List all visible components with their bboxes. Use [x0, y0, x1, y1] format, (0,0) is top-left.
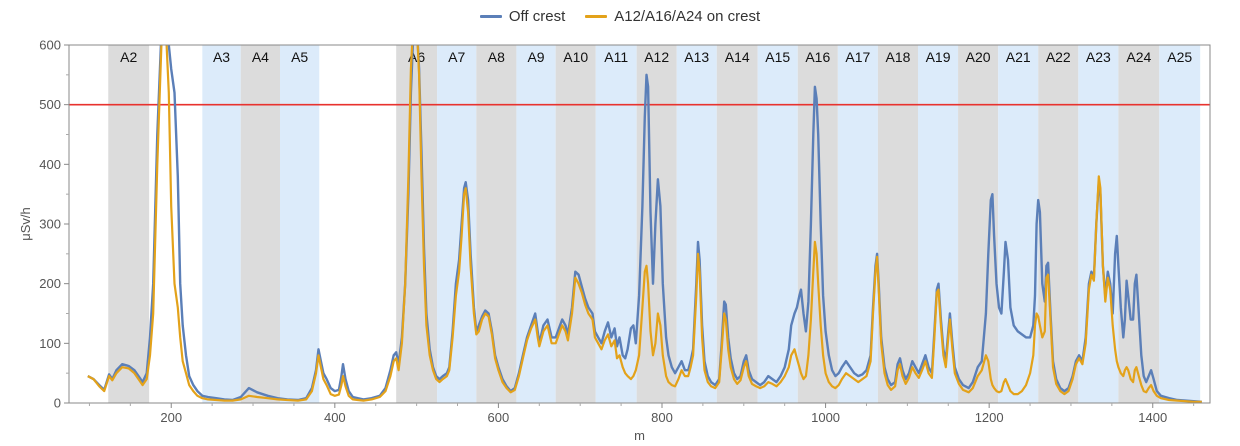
region-labels: A2 A3 A4 A5 A6 A7 A8 A9 A10 A11 A12 A13 A14 A15 A16 A17…	[120, 49, 1192, 65]
y-tick-label: 100	[39, 336, 61, 351]
region-label-a23: A23	[1086, 49, 1111, 65]
region-label-a3: A3	[213, 49, 230, 65]
region-label-a17: A17	[845, 49, 870, 65]
legend-item-on-crest[interactable]: A12/A16/A24 on crest	[585, 8, 760, 25]
region-label-a19: A19	[926, 49, 951, 65]
region-label-a2: A2	[120, 49, 137, 65]
series-lines	[87, 45, 1202, 403]
region-band-a2	[108, 45, 150, 403]
legend: Off crest A12/A16/A24 on crest	[0, 5, 1240, 27]
region-band-a22	[1038, 45, 1079, 403]
x-tick-label: 200	[160, 410, 182, 425]
y-tick-label: 400	[39, 157, 61, 172]
y-axis-title: μSv/h	[18, 207, 33, 241]
region-band-a3	[202, 45, 241, 403]
region-band-a10	[555, 45, 596, 403]
region-label-a15: A15	[765, 49, 790, 65]
region-label-a18: A18	[886, 49, 911, 65]
legend-swatch-off-crest	[479, 14, 502, 18]
x-tick-label: 400	[324, 410, 346, 425]
x-tick-label: 800	[651, 410, 673, 425]
region-band-a25	[1159, 45, 1201, 403]
region-band-a5	[280, 45, 320, 403]
region-label-a24: A24	[1126, 49, 1151, 65]
region-label-a10: A10	[563, 49, 588, 65]
region-label-a8: A8	[488, 49, 505, 65]
legend-label-on-crest: A12/A16/A24 on crest	[614, 7, 761, 25]
legend-item-off-crest[interactable]: Off crest	[479, 7, 566, 25]
region-band-a18	[877, 45, 919, 403]
region-label-a4: A4	[252, 49, 269, 65]
x-tick-label: 1200	[975, 410, 1004, 425]
x-tick-label: 600	[488, 410, 510, 425]
region-label-a13: A13	[684, 49, 709, 65]
x-axis-title: m	[634, 428, 645, 443]
x-tick-label: 1400	[1138, 410, 1167, 425]
y-tick-label: 500	[39, 97, 61, 112]
series-line-on-crest	[87, 45, 1202, 403]
region-band-a9	[516, 45, 556, 403]
region-label-a25: A25	[1167, 49, 1192, 65]
legend-label-off-crest: Off crest	[508, 7, 566, 25]
x-axis: 200 400 600 800 1000 1200 1400	[88, 403, 1195, 425]
region-label-a5: A5	[291, 49, 308, 65]
region-band-a6	[396, 45, 438, 403]
region-band-a7	[437, 45, 477, 403]
x-tick-label: 1000	[811, 410, 840, 425]
region-band-a21	[998, 45, 1039, 403]
y-tick-label: 200	[39, 276, 61, 291]
region-band-a8	[476, 45, 517, 403]
region-label-a11: A11	[604, 49, 628, 65]
region-band-a24	[1118, 45, 1160, 403]
region-label-a12: A12	[644, 49, 669, 65]
region-label-a22: A22	[1046, 49, 1071, 65]
y-axis: 0 100 200 300 400 500 600	[39, 38, 69, 411]
region-label-a16: A16	[805, 49, 830, 65]
y-tick-label: 0	[54, 396, 61, 411]
region-label-a14: A14	[725, 49, 750, 65]
region-label-a9: A9	[527, 49, 544, 65]
region-label-a7: A7	[448, 49, 465, 65]
region-band-a13	[676, 45, 717, 403]
region-band-a15	[757, 45, 798, 403]
y-tick-label: 300	[39, 217, 61, 232]
region-band-a14	[716, 45, 758, 403]
region-label-a21: A21	[1006, 49, 1031, 65]
region-label-a20: A20	[966, 49, 991, 65]
region-band-a20	[958, 45, 999, 403]
region-band-a16	[797, 45, 838, 403]
legend-swatch-on-crest	[585, 14, 608, 18]
region-band-a4	[240, 45, 281, 403]
y-tick-label: 600	[39, 38, 61, 53]
